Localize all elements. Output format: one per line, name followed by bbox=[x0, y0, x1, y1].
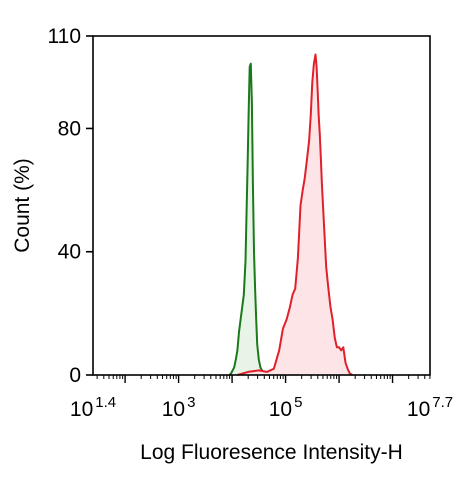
y-axis-title: Count (%) bbox=[11, 158, 34, 253]
y-tick-label: 40 bbox=[58, 241, 81, 264]
series-2-area bbox=[237, 54, 353, 375]
x-tick-label: 10 1.4 bbox=[70, 394, 116, 421]
x-tick-label: 10 5 bbox=[269, 394, 303, 421]
tick-layer: 0 40 80 110 10 1.4 10 3 10 5 10 7.7 bbox=[48, 25, 454, 421]
y-tick-label: 80 bbox=[58, 117, 81, 140]
x-tick-label: 10 7.7 bbox=[407, 394, 453, 421]
series-layer bbox=[228, 53, 353, 376]
plot-frame bbox=[92, 35, 431, 376]
x-tick-label: 10 3 bbox=[162, 394, 196, 421]
x-axis-title: Log Fluoresence Intensity-H bbox=[140, 441, 403, 464]
y-tick-label: 110 bbox=[48, 25, 81, 48]
series-2-line bbox=[237, 53, 353, 376]
y-tick-label: 0 bbox=[69, 364, 81, 387]
series-1-line bbox=[228, 62, 269, 376]
series-1-area bbox=[229, 63, 269, 375]
